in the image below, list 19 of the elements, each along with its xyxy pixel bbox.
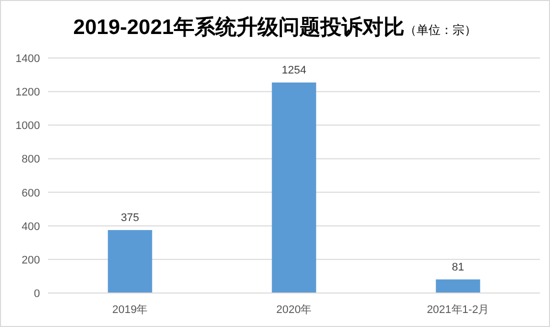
chart-subtitle: （单位：宗）: [404, 23, 477, 37]
y-tick-label: 1400: [16, 53, 40, 65]
x-tick-label: 2021年1-2月: [426, 304, 490, 316]
y-tick-label: 0: [34, 288, 40, 300]
bar: [436, 279, 480, 293]
bar: [272, 82, 316, 293]
y-tick-label: 600: [22, 187, 40, 200]
x-tick-label: 2020年: [276, 304, 312, 316]
data-label: 375: [120, 212, 140, 224]
y-tick-label: 800: [22, 154, 40, 166]
chart-title: 2019-2021年系统升级问题投诉对比: [73, 15, 405, 39]
x-tick-label: 2019年: [112, 304, 148, 316]
y-tick-label: 400: [22, 220, 40, 233]
bar: [108, 230, 152, 293]
y-tick-label: 200: [22, 254, 40, 266]
y-tick-label: 1200: [16, 86, 40, 99]
data-label: 1254: [282, 64, 306, 77]
data-label: 81: [452, 261, 464, 274]
y-tick-label: 1000: [16, 120, 40, 132]
